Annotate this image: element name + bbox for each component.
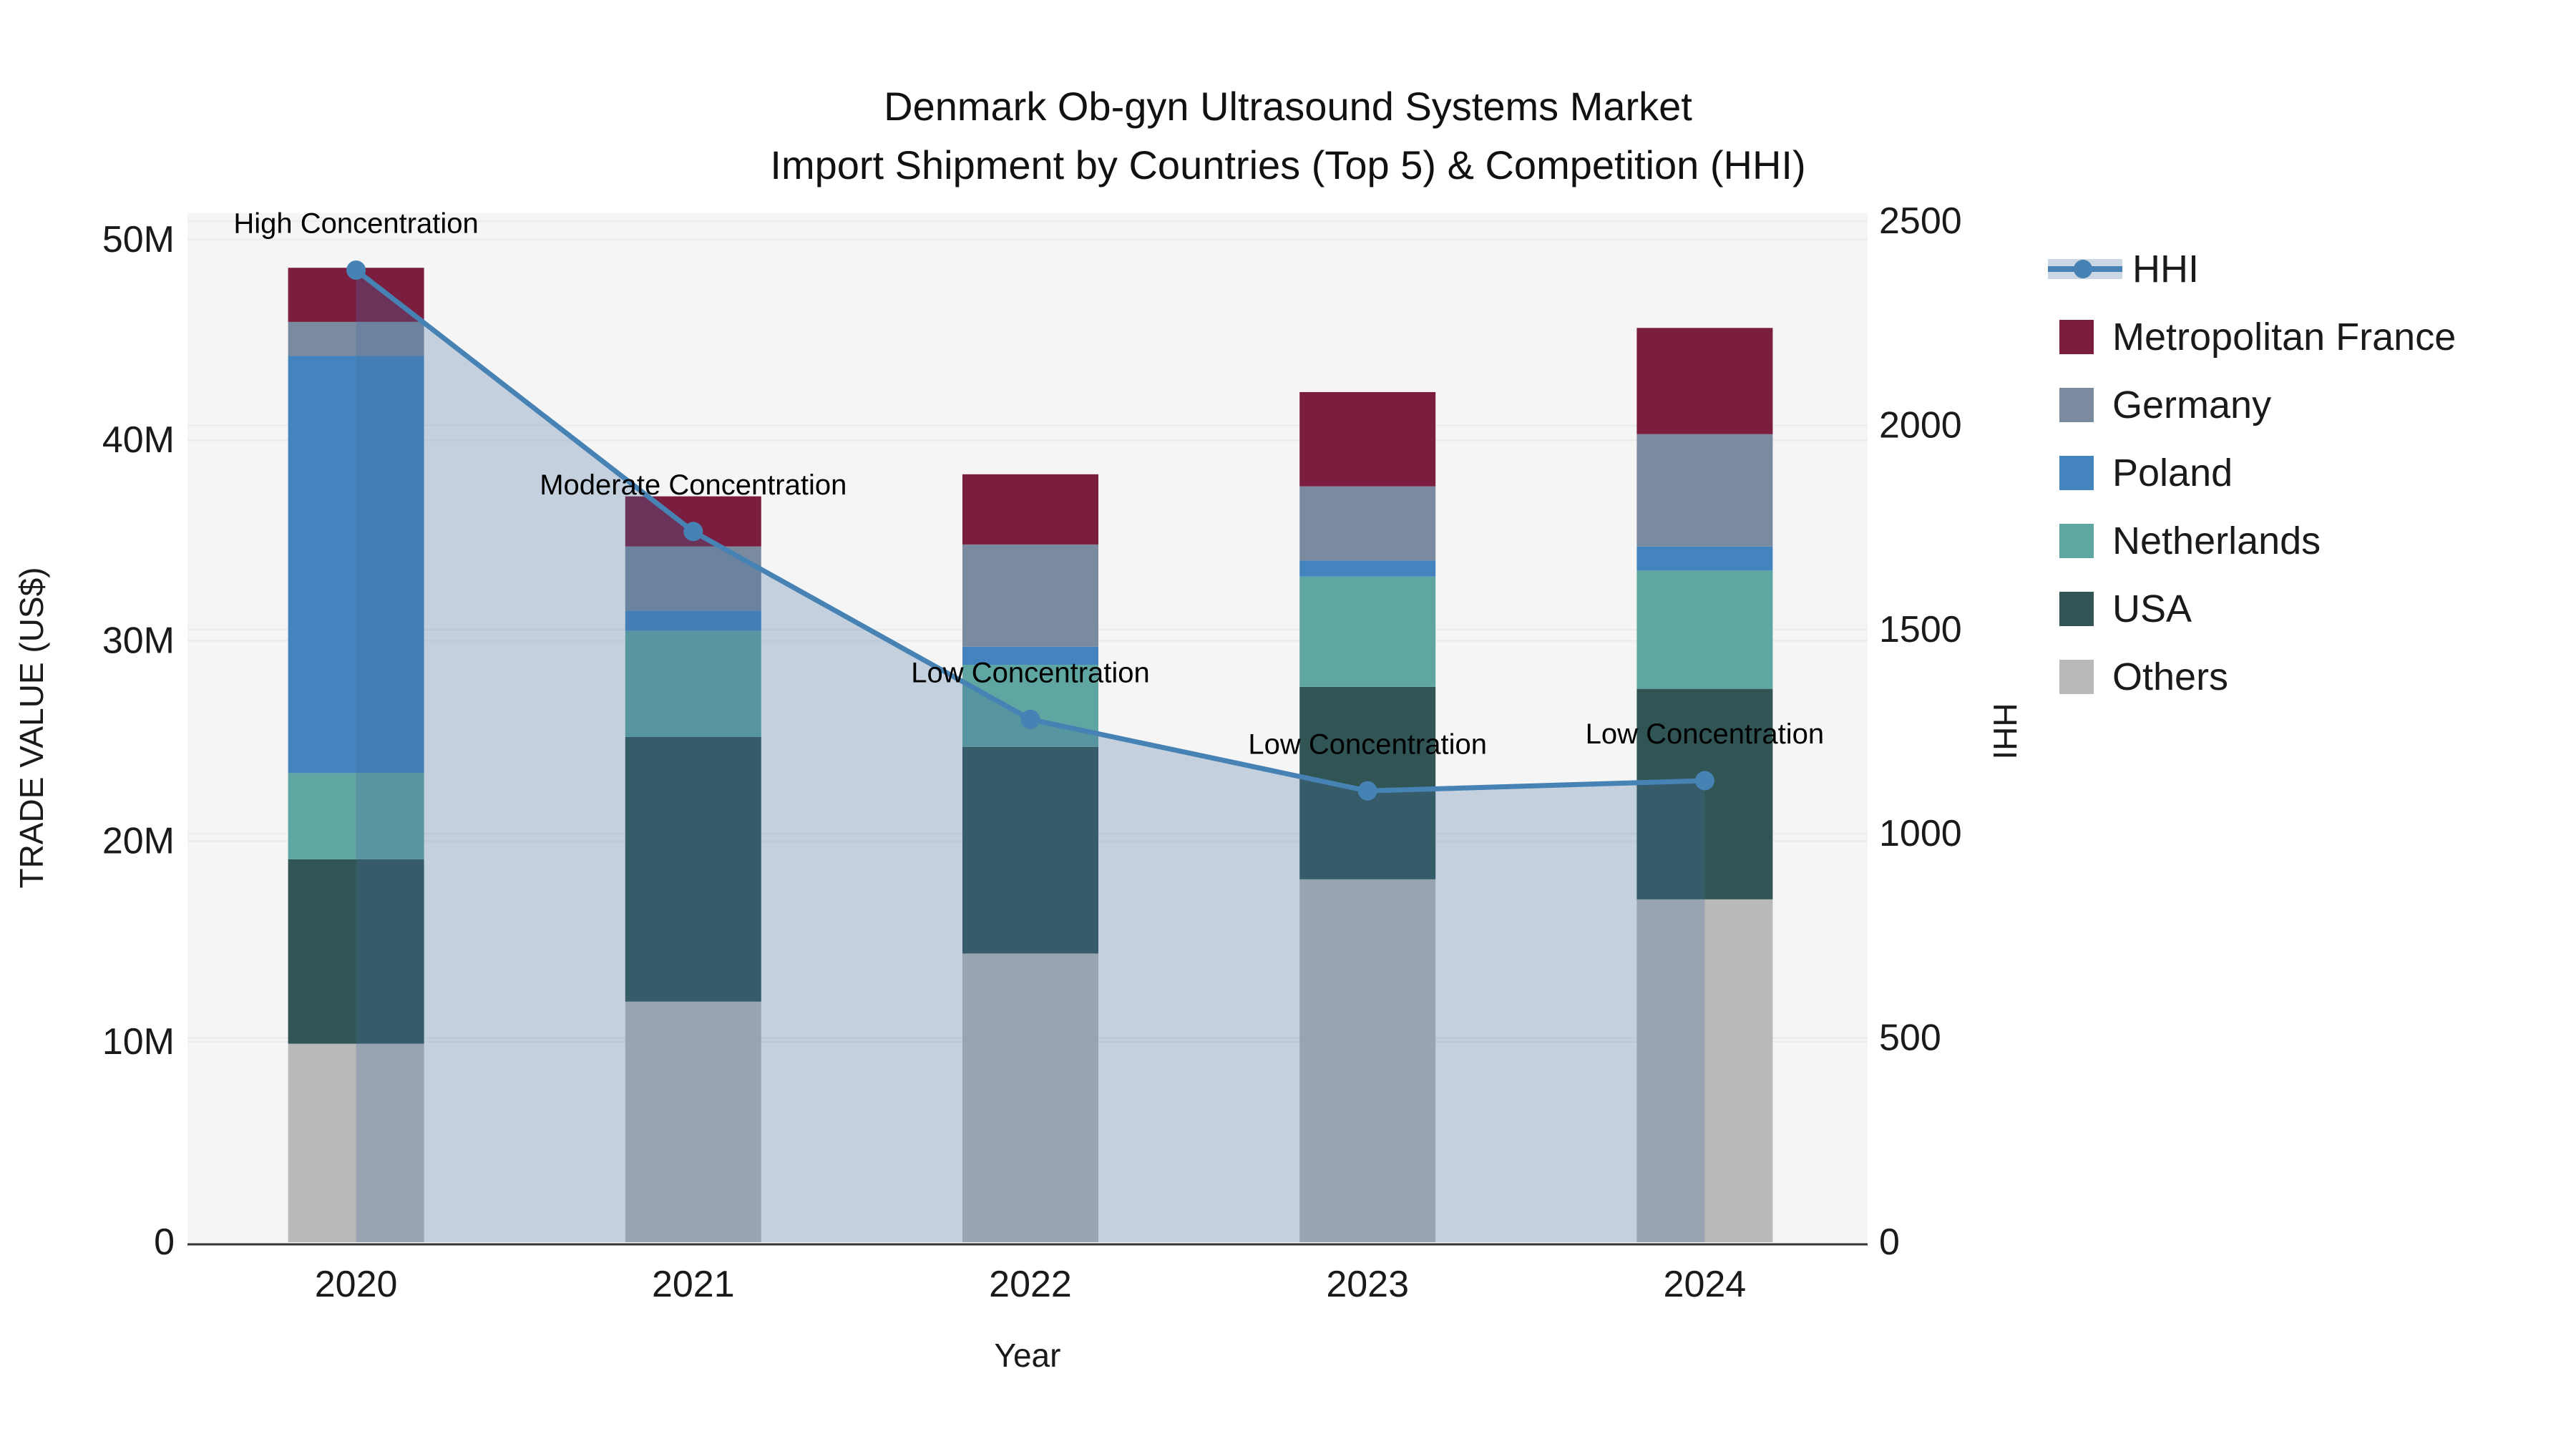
bar-segment-usa-2024[interactable] <box>1636 688 1773 899</box>
tick-label-left-10M: 10M <box>102 1021 175 1063</box>
annotation-2021: Moderate Concentration <box>540 469 847 501</box>
tick-label-x-2023: 2023 <box>1326 1264 1409 1305</box>
tick-label-left-50M: 50M <box>102 219 175 260</box>
legend-item-usa[interactable]: USA <box>2048 575 2456 643</box>
legend-item-label: USA <box>2112 587 2192 630</box>
chart-title: Denmark Ob-gyn Ultrasound Systems Market… <box>0 77 2576 195</box>
legend-item-label: Others <box>2112 655 2229 698</box>
legend-item-label: Metropolitan France <box>2112 315 2457 358</box>
bar-segment-poland-2024[interactable] <box>1636 546 1773 571</box>
y-axis-title-left: TRADE VALUE (US$) <box>13 567 50 888</box>
tick-label-right-2500: 2500 <box>1879 200 1962 242</box>
tick-label-left-40M: 40M <box>102 419 175 461</box>
bar-segment-germany-2024[interactable] <box>1636 434 1773 547</box>
bar-segment-metropolitan-france-2023[interactable] <box>1299 391 1436 487</box>
bar-segment-others-2024[interactable] <box>1636 899 1773 1242</box>
hhi-marker-2020[interactable] <box>346 260 366 280</box>
bar-segment-usa-2020[interactable] <box>288 859 424 1044</box>
tick-label-x-2024: 2024 <box>1664 1264 1747 1305</box>
legend-item-label: Poland <box>2112 451 2233 494</box>
legend-item-poland[interactable]: Poland <box>2048 439 2456 507</box>
bar-segment-germany-2022[interactable] <box>962 544 1098 647</box>
tick-label-left-0: 0 <box>154 1221 175 1263</box>
tick-label-x-2022: 2022 <box>989 1264 1072 1305</box>
bar-segment-usa-2021[interactable] <box>625 736 761 1002</box>
bar-segment-netherlands-2020[interactable] <box>288 773 424 859</box>
legend-item-hhi[interactable]: HHI <box>2048 235 2456 303</box>
bar-segment-metropolitan-france-2024[interactable] <box>1636 328 1773 434</box>
legend-swatch-icon <box>2059 455 2094 490</box>
tick-label-left-30M: 30M <box>102 620 175 661</box>
chart-title-line2: Import Shipment by Countries (Top 5) & C… <box>770 142 1806 187</box>
hhi-marker-2021[interactable] <box>683 522 703 542</box>
annotation-2024: Low Concentration <box>1586 718 1825 750</box>
y-axis-title-right: HHI <box>1986 703 2024 759</box>
legend-item-metropolitan-france[interactable]: Metropolitan France <box>2048 303 2456 371</box>
annotation-2020: High Concentration <box>233 208 478 239</box>
annotation-2022: Low Concentration <box>911 657 1150 688</box>
bar-segment-others-2021[interactable] <box>625 1001 761 1242</box>
tick-label-left-20M: 20M <box>102 821 175 862</box>
hhi-marker-2023[interactable] <box>1357 781 1377 801</box>
bar-segment-poland-2021[interactable] <box>625 610 761 631</box>
tick-label-right-500: 500 <box>1879 1018 1941 1059</box>
legend-swatch-icon <box>2059 387 2094 422</box>
tick-label-right-0: 0 <box>1879 1221 1900 1263</box>
legend-item-netherlands[interactable]: Netherlands <box>2048 507 2456 575</box>
bars-group <box>288 268 1773 1242</box>
hhi-marker-2022[interactable] <box>1020 709 1040 729</box>
tick-label-right-1500: 1500 <box>1879 609 1962 650</box>
bar-segment-germany-2020[interactable] <box>288 321 424 356</box>
bar-segment-germany-2023[interactable] <box>1299 486 1436 561</box>
x-axis-title: Year <box>995 1337 1061 1374</box>
annotation-2023: Low Concentration <box>1248 728 1487 760</box>
legend-item-label: Netherlands <box>2112 519 2321 562</box>
bar-segment-others-2022[interactable] <box>962 953 1098 1242</box>
bar-segment-poland-2023[interactable] <box>1299 560 1436 577</box>
bar-segment-netherlands-2024[interactable] <box>1636 570 1773 689</box>
legend-item-label: HHI <box>2132 247 2199 291</box>
legend: HHI Metropolitan France Germany Poland Nethe… <box>2048 235 2456 711</box>
bar-segment-netherlands-2022[interactable] <box>962 665 1098 747</box>
legend-swatch-icon <box>2059 659 2094 694</box>
legend-item-others[interactable]: Others <box>2048 643 2456 711</box>
tick-label-right-2000: 2000 <box>1879 404 1962 446</box>
bar-segment-usa-2022[interactable] <box>962 746 1098 954</box>
tick-label-x-2021: 2021 <box>652 1264 735 1305</box>
hhi-area-fill <box>356 270 1705 1243</box>
bar-segment-metropolitan-france-2022[interactable] <box>962 474 1098 545</box>
bar-segment-others-2023[interactable] <box>1299 879 1436 1242</box>
hhi-marker-2024[interactable] <box>1694 771 1714 791</box>
bar-segment-others-2020[interactable] <box>288 1043 424 1242</box>
bar-segment-netherlands-2023[interactable] <box>1299 576 1436 687</box>
legend-hhi-line-icon <box>2048 258 2122 279</box>
bar-segment-netherlands-2021[interactable] <box>625 630 761 737</box>
tick-label-x-2020: 2020 <box>315 1264 398 1305</box>
chart-title-line1: Denmark Ob-gyn Ultrasound Systems Market <box>884 84 1692 129</box>
legend-swatch-icon <box>2059 319 2094 354</box>
legend-item-germany[interactable]: Germany <box>2048 371 2456 439</box>
bar-segment-poland-2020[interactable] <box>288 356 424 774</box>
bar-segment-poland-2022[interactable] <box>962 646 1098 665</box>
tick-label-right-1000: 1000 <box>1879 813 1962 854</box>
legend-item-label: Germany <box>2112 383 2272 426</box>
legend-swatch-icon <box>2059 591 2094 626</box>
legend-swatch-icon <box>2059 523 2094 558</box>
